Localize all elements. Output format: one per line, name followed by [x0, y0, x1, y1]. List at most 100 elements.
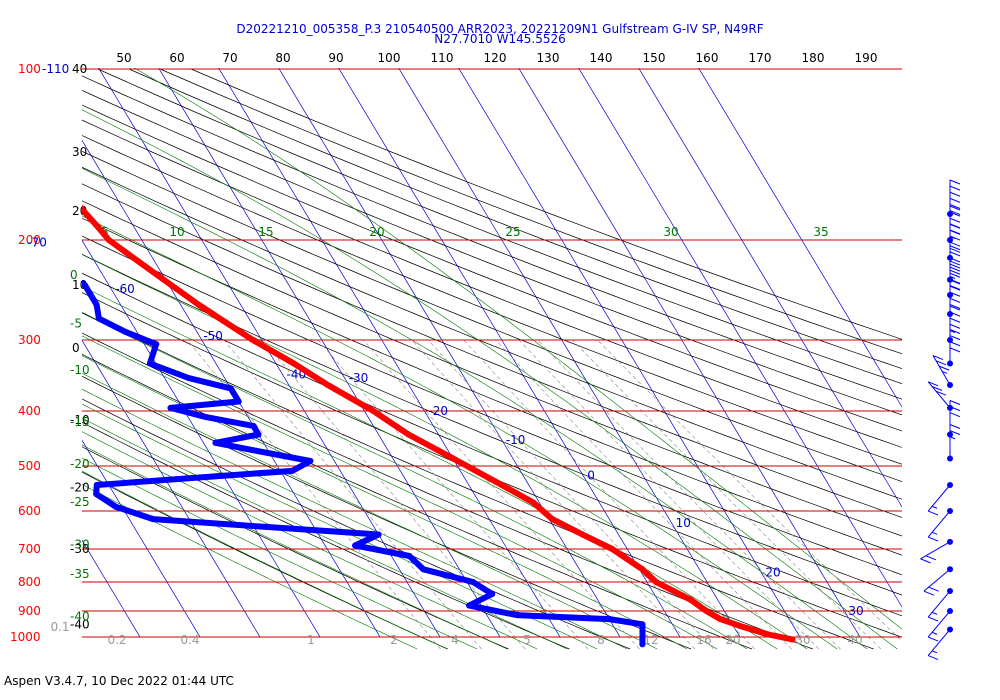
wind-barb-feather: [949, 197, 961, 203]
wind-barb-feather: [949, 305, 961, 311]
top-scale-label: 140: [590, 51, 613, 65]
wind-barb-feather: [949, 247, 961, 253]
dewpoint-point: [212, 439, 219, 446]
dewpoint-point: [95, 315, 102, 322]
temperature-point: [95, 224, 102, 231]
wind-barb-feather: [949, 204, 961, 209]
wind-barb-half-feather: [949, 275, 956, 279]
temperature-point: [652, 578, 659, 585]
dewpoint-point: [153, 341, 160, 348]
moist-adiabat-label: -15: [70, 415, 90, 429]
wind-barb-half-feather: [931, 531, 938, 535]
mixing-ratio-label: 4: [451, 633, 459, 647]
wind-barb-staff: [927, 484, 951, 512]
top-scale-label: 90: [328, 51, 343, 65]
dry-adiabat-line: [82, 471, 448, 650]
dewpoint-point: [420, 566, 427, 573]
mixing-ratio-line: [537, 339, 841, 650]
wind-barb-feather: [949, 223, 961, 229]
mixing-ratio-label: 1: [307, 633, 315, 647]
software-version-label: Aspen V3.4.7, 10 Dec 2022 01:44 UTC: [4, 674, 234, 688]
mixing-ratio-label: 0.2: [107, 633, 126, 647]
moist-adiabat-line: [82, 388, 628, 650]
dry-adiabat-line: [82, 150, 902, 482]
wind-barb-feather: [949, 191, 961, 197]
temperature-point: [249, 337, 256, 344]
isobar-label: 1000: [10, 630, 41, 644]
dewpoint-point: [121, 328, 128, 335]
wind-barb-staff: [927, 590, 951, 618]
wind-barb-half-feather: [931, 650, 938, 654]
mixing-ratio-line: [317, 339, 589, 650]
top-scale-label: 130: [537, 51, 560, 65]
chart-title-line1: D20221210_005358_P.3 210540500 ARR2023, …: [236, 22, 763, 36]
temperature-point: [549, 516, 556, 523]
isobar-label: 200: [18, 233, 41, 247]
dry-adiabat-line: [82, 75, 902, 400]
left-scale-label: -110: [42, 62, 69, 76]
wind-barb-feather: [949, 229, 961, 235]
isotherm-label: -20: [428, 404, 448, 418]
isobar-label: 600: [18, 504, 41, 518]
moist-adiabat-label: 0: [70, 268, 78, 282]
dewpoint-point: [469, 578, 476, 585]
wind-barb-feather: [949, 179, 961, 185]
isotherm-label: 10: [676, 516, 691, 530]
moist-adiabat-label: -20: [70, 457, 90, 471]
wind-barb-feather: [927, 381, 939, 387]
wind-barb-feather: [949, 347, 961, 353]
isobar-label: 700: [18, 542, 41, 556]
wind-barb-feather: [928, 586, 939, 592]
wind-barb-feather: [949, 406, 961, 412]
moist-adiabat-label: -30: [70, 538, 90, 552]
wind-barb-feather: [938, 365, 950, 371]
dewpoint-point: [352, 542, 359, 549]
wind-barb-feather: [949, 285, 961, 290]
wind-barb-feather: [949, 241, 961, 247]
moist-adiabat-line: [82, 457, 478, 650]
wind-barb-half-feather: [949, 436, 956, 440]
top-scale-label: 60: [169, 51, 184, 65]
isotherm-label: -60: [115, 282, 135, 296]
wind-barb-feather: [949, 235, 961, 241]
moist-adiabat-line: [82, 483, 418, 650]
top-scale-label: 160: [696, 51, 719, 65]
dewpoint-point: [220, 472, 227, 479]
moist-adiabat-line: [82, 355, 688, 650]
wind-barb-half-feather: [949, 330, 956, 333]
isobar-label: 900: [18, 604, 41, 618]
temperature-point: [789, 636, 796, 643]
temperature-point: [405, 431, 412, 438]
dewpoint-point: [82, 281, 88, 288]
wind-barb-half-feather: [931, 611, 938, 615]
wind-barb-feather: [927, 510, 939, 516]
moist-adiabat-label: 30: [663, 225, 678, 239]
moist-adiabat-line: [82, 254, 808, 650]
dry-adiabat-line: [82, 253, 902, 596]
dry-adiabat-line: [82, 446, 509, 650]
moist-adiabat-label: -40: [70, 609, 90, 623]
mixing-ratio-label: 0.1: [50, 620, 69, 634]
moist-adiabat-label: -25: [70, 495, 90, 509]
dewpoint-point: [606, 616, 613, 623]
top-scale-label: 50: [116, 51, 131, 65]
dewpoint-point: [307, 458, 314, 465]
dry-adiabat-line: [159, 68, 902, 355]
dry-adiabat-line: [128, 68, 902, 369]
wind-barb-feather: [949, 269, 961, 275]
chart-title-line2: N27.7010 W145.5526: [434, 32, 566, 46]
moist-adiabat-label: 10: [169, 225, 184, 239]
wind-barb-half-feather: [931, 505, 938, 509]
wind-barbs: [920, 179, 961, 660]
moist-adiabat-label: -10: [70, 363, 90, 377]
temperature-point: [153, 271, 160, 278]
moist-adiabat-line: [82, 109, 898, 650]
dry-adiabat-line: [190, 68, 902, 340]
dry-adiabat-line: [82, 217, 902, 556]
moist-adiabat-line: [82, 312, 748, 650]
mixing-ratio-line: [223, 339, 482, 650]
left-scale-label: -10: [70, 413, 90, 427]
left-scale-label: 0: [72, 341, 80, 355]
dry-adiabat-line: [82, 312, 874, 650]
